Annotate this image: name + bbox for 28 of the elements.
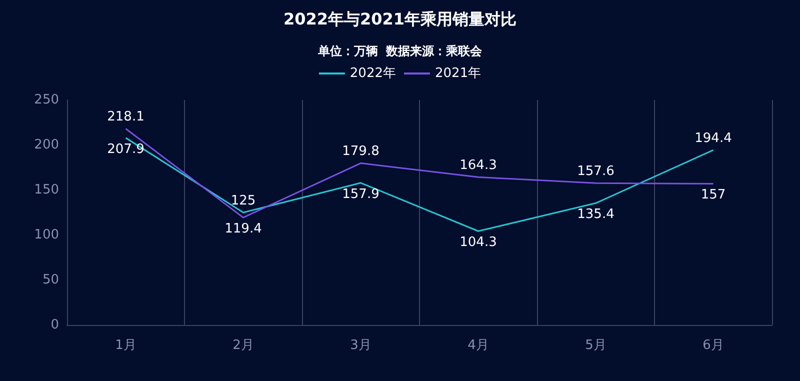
y-tick-label: 150 [34, 182, 59, 198]
data-label: 125 [230, 194, 256, 208]
data-label: 164.3 [460, 158, 497, 174]
x-tick-label: 2月 [232, 338, 254, 353]
data-label: 157 [700, 188, 726, 203]
x-tick-label: 3月 [350, 338, 372, 353]
legend-label: 2021年 [435, 66, 482, 81]
x-tick-label: 4月 [468, 338, 489, 353]
y-tick-label: 200 [34, 138, 59, 152]
data-label: 218.1 [107, 110, 144, 125]
x-tick-label: 5月 [585, 338, 606, 353]
legend-label: 2022年 [350, 66, 396, 81]
data-label: 157.9 [342, 186, 380, 202]
data-label: 104.3 [460, 235, 497, 250]
x-tick-label: 1月 [115, 338, 136, 353]
y-tick-label: 250 [34, 92, 59, 108]
chart-title: 2022年与2021年乘用销量对比 [283, 10, 517, 28]
x-tick-label: 6月 [702, 338, 724, 353]
y-tick-label: 100 [34, 228, 59, 242]
data-label: 179.8 [342, 144, 380, 160]
data-label: 207.9 [107, 142, 144, 157]
y-tick-label: 0 [50, 318, 59, 332]
chart-subtitle: 单位：万辆 数据来源：乘联会 [316, 44, 484, 58]
data-label: 119.4 [224, 222, 262, 237]
data-label: 157.6 [577, 164, 614, 180]
data-label: 135.4 [577, 207, 614, 222]
data-label: 194.4 [694, 131, 732, 146]
y-tick-label: 50 [42, 272, 59, 288]
